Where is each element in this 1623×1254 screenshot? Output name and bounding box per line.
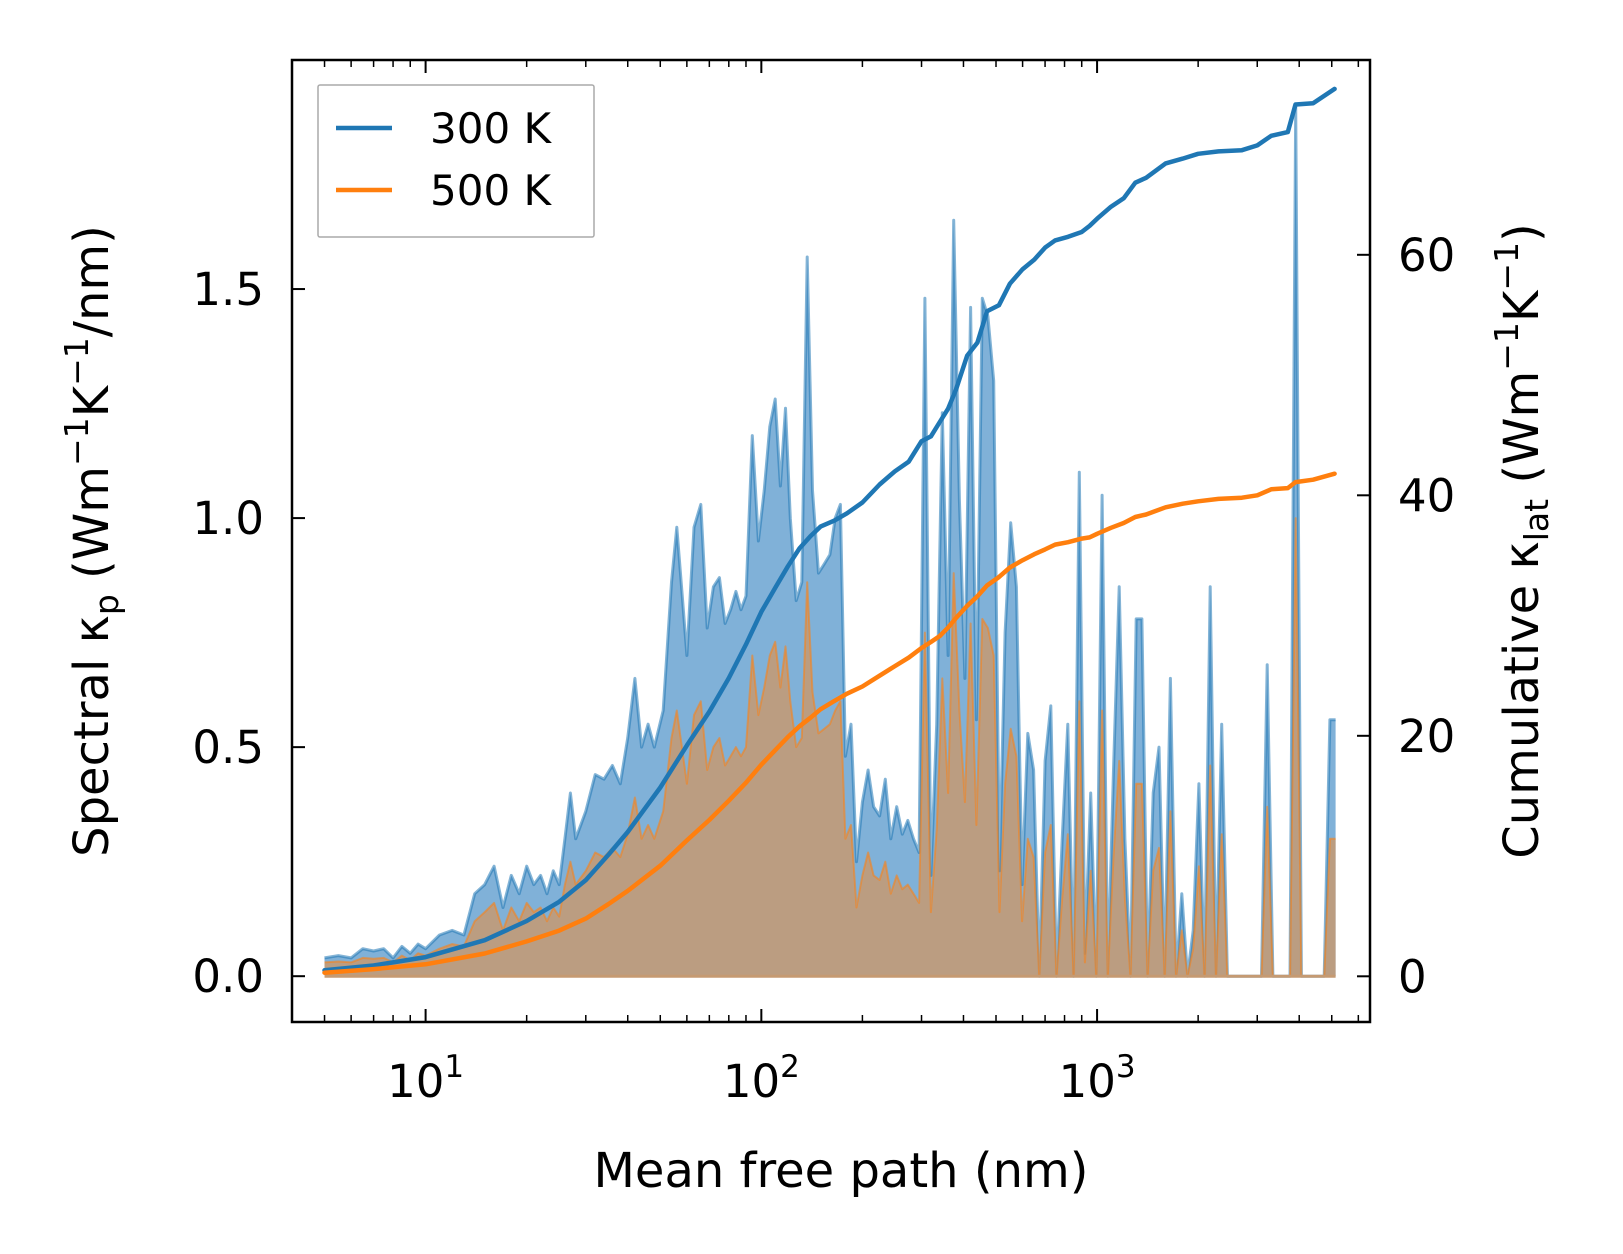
legend-label-1: 500 K xyxy=(430,166,553,215)
spectral-line-1 xyxy=(324,517,1336,978)
y-right-tick-label-0: 0 xyxy=(1398,950,1427,1003)
spectral-area-1 xyxy=(324,518,1336,977)
y-right-tick-label-1: 20 xyxy=(1398,710,1455,763)
y-left-tick-label-0: 0.0 xyxy=(192,950,264,1003)
x-tick-label-2: 103 xyxy=(1059,1049,1136,1108)
x-tick-label-1: 102 xyxy=(723,1049,800,1108)
axes-frame xyxy=(290,58,1372,1024)
y-right-tick-label-3: 60 xyxy=(1398,229,1455,282)
axes: 101 102 103 0.0 0.5 1.0 1.5 0 20 40 60 Mean free pa… xyxy=(57,58,1556,1199)
cumulative-line-0 xyxy=(322,86,1337,973)
x-axis-label: Mean free path (nm) xyxy=(594,1143,1089,1199)
plot-area xyxy=(322,86,1337,978)
y-left-tick-label-3: 1.5 xyxy=(192,263,264,316)
x-tick-label-0: 101 xyxy=(387,1049,464,1108)
legend-box xyxy=(317,84,595,238)
y-left-axis-label: Spectral κp (Wm−1K−1/nm) xyxy=(57,225,126,857)
y-right-tick-label-2: 40 xyxy=(1398,469,1455,522)
y-left-tick-label-1: 0.5 xyxy=(192,721,264,774)
y-left-tick-label-2: 1.0 xyxy=(192,492,264,545)
series-group xyxy=(322,86,1337,978)
legend: 300 K 500 K xyxy=(317,84,595,238)
legend-label-0: 300 K xyxy=(430,104,553,153)
y-right-axis-label: Cumulative κlat (Wm−1K−1) xyxy=(1487,223,1556,859)
cumulative-line-1 xyxy=(322,471,1337,975)
